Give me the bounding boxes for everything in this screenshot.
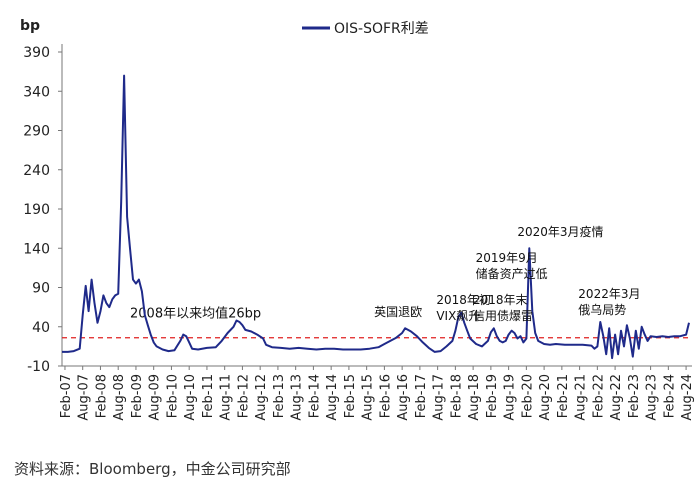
x-tick-label: Feb-12 xyxy=(236,374,251,418)
x-tick-label: Feb-07 xyxy=(59,374,74,418)
x-tick-label: Aug-12 xyxy=(254,374,269,421)
x-tick-label: Feb-09 xyxy=(130,374,145,418)
y-tick-label: 240 xyxy=(23,163,50,179)
x-tick-label: Aug-07 xyxy=(77,374,92,421)
x-tick-label: Feb-21 xyxy=(556,374,571,418)
x-tick-label: Aug-09 xyxy=(148,374,163,421)
chart-svg: bp -10 40 90 140 190 240 290 340 390 Feb-07 Aug-07… xyxy=(20,18,695,421)
y-tick-label: 40 xyxy=(32,320,50,336)
x-tick-label: Feb-18 xyxy=(449,374,464,418)
x-tick-label: Feb-11 xyxy=(201,374,216,418)
reference-line-group: 2008年以来均值26bp xyxy=(62,306,692,339)
y-tick-label: 140 xyxy=(23,241,50,257)
y-tick-label: 340 xyxy=(23,84,50,100)
y-tick-label: 190 xyxy=(23,202,50,218)
x-tick-label: Aug-18 xyxy=(467,374,482,421)
x-tick-label: Feb-22 xyxy=(591,374,606,418)
series-group xyxy=(62,74,690,360)
x-tick-label: Aug-23 xyxy=(645,374,660,421)
x-tick-label: Aug-14 xyxy=(325,374,340,421)
annotation-label: 英国退欧 xyxy=(374,305,422,319)
x-tick-label: Aug-17 xyxy=(432,374,447,421)
annotation-line: 2020年3月疫情 xyxy=(517,224,603,239)
x-tick-label: Aug-10 xyxy=(183,374,198,421)
x-tick-label: Aug-21 xyxy=(574,374,589,421)
annotation-line: 信用债爆雷 xyxy=(473,309,533,323)
x-tick-label: Feb-19 xyxy=(485,374,500,418)
annotation-label: 2022年3月俄乌局势 xyxy=(578,287,640,317)
annotation-line: 2018年初 xyxy=(436,293,491,307)
y-axis-unit: bp xyxy=(20,18,40,34)
y-tick-label: -10 xyxy=(27,359,50,375)
x-tick-label: Feb-16 xyxy=(378,374,393,418)
x-tick-label: Feb-10 xyxy=(165,374,180,418)
x-tick-label: Feb-15 xyxy=(343,374,358,418)
annotation-line: 储备资产过低 xyxy=(476,266,548,281)
legend: OIS-SOFR利差 xyxy=(302,21,429,37)
x-tick-label: Aug-24 xyxy=(680,374,695,421)
x-tick-label: Feb-17 xyxy=(414,374,429,418)
x-tick-label: Aug-16 xyxy=(396,374,411,421)
x-tick-label: Feb-23 xyxy=(627,374,642,418)
y-tick-label: 290 xyxy=(23,124,50,140)
x-tick-label: Feb-14 xyxy=(307,374,322,418)
y-tick-label: 90 xyxy=(32,281,50,297)
x-tick-label: Aug-22 xyxy=(609,374,624,421)
x-tick-label: Aug-08 xyxy=(112,374,127,421)
x-tick-label: Aug-20 xyxy=(538,374,553,421)
mean-reference-label: 2008年以来均值26bp xyxy=(130,306,261,322)
annotation-label: 2019年9月储备资产过低 xyxy=(476,251,548,281)
annotation-label: 2018年末信用债爆雷 xyxy=(473,293,533,323)
annotation-line: 英国退欧 xyxy=(374,305,422,319)
x-tick-label: Feb-13 xyxy=(272,374,287,418)
x-tick-label: Feb-20 xyxy=(520,374,535,418)
legend-label: OIS-SOFR利差 xyxy=(334,21,429,37)
x-axis: Feb-07 Aug-07 Feb-08 Aug-08 Feb-09 Aug-09 Feb-… xyxy=(59,365,695,421)
annotation-label: 2020年3月疫情 xyxy=(517,224,603,239)
y-tick-label: 390 xyxy=(23,45,50,61)
annotation-line: 2019年9月 xyxy=(476,251,538,265)
annotation-line: VIX飙升 xyxy=(436,308,480,323)
x-tick-label: Aug-11 xyxy=(219,374,234,421)
series-line xyxy=(62,74,690,360)
annotation-line: 2018年末 xyxy=(473,293,528,307)
annotation-label: 2018年初 VIX飙升 xyxy=(436,293,491,323)
x-tick-label: Aug-19 xyxy=(503,374,518,421)
y-axis: bp -10 40 90 140 190 240 290 340 390 xyxy=(20,18,63,375)
x-tick-label: Aug-13 xyxy=(290,374,305,421)
source-note: 资料来源：Bloomberg，中金公司研究部 xyxy=(14,460,291,478)
x-tick-label: Aug-15 xyxy=(361,374,376,421)
annotation-line: 俄乌局势 xyxy=(578,302,626,317)
x-tick-label: Feb-24 xyxy=(662,374,677,418)
annotation-line: 2022年3月 xyxy=(578,287,640,301)
x-tick-label: Feb-08 xyxy=(94,374,109,418)
